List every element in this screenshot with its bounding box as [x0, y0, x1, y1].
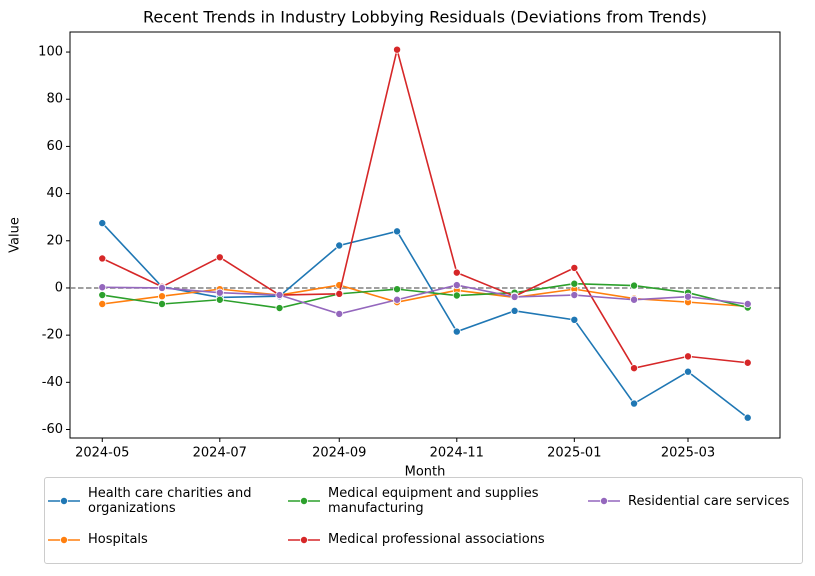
legend-marker [288, 535, 320, 544]
point [215, 295, 224, 304]
point [158, 300, 167, 309]
x-tick-label: 2024-05 [75, 446, 129, 461]
point [452, 268, 461, 277]
point [570, 263, 579, 272]
series-line [101, 49, 748, 370]
point [510, 306, 519, 315]
y-tick-label: 80 [46, 92, 63, 107]
point [743, 300, 752, 309]
point [215, 253, 224, 262]
legend: Health care charities and organizations H… [44, 477, 803, 564]
legend-item: Medical professional associations [288, 532, 588, 547]
point [215, 288, 224, 297]
y-tick-label: 40 [46, 186, 63, 201]
x-tick-label: 2024-07 [193, 446, 247, 461]
point [393, 285, 402, 294]
point [630, 364, 639, 373]
point [335, 309, 344, 318]
legend-item: Residential care services [588, 494, 802, 509]
point [158, 292, 167, 301]
x-tick-label: 2024-09 [312, 446, 366, 461]
chart-title: Recent Trends in Industry Lobbying Resid… [143, 8, 707, 27]
point [630, 295, 639, 304]
y-axis-label: Value [8, 217, 23, 253]
legend-label: Health care charities and organizations [88, 486, 252, 517]
legend-marker [288, 497, 320, 506]
legend-dot [599, 497, 608, 506]
legend-item: Medical equipment and supplies manufactu… [288, 486, 588, 516]
point [158, 283, 167, 292]
y-tick-label: 20 [46, 233, 63, 248]
legend-dot [59, 535, 68, 544]
legend-dot [59, 497, 68, 506]
point [98, 254, 107, 263]
y-tick-label: -60 [42, 422, 63, 437]
x-tick-label: 2025-01 [547, 446, 601, 461]
point [98, 219, 107, 228]
y-tick-label: 60 [46, 139, 63, 154]
legend-marker [48, 535, 80, 544]
point [98, 283, 107, 292]
legend-dot [299, 535, 308, 544]
point [683, 367, 692, 376]
point [630, 281, 639, 290]
point [393, 45, 402, 54]
legend-marker [588, 497, 620, 506]
legend-label: Medical professional associations [328, 532, 545, 548]
y-tick-label: -20 [42, 328, 63, 343]
point [570, 291, 579, 300]
point [683, 292, 692, 301]
point [452, 281, 461, 290]
series-line [102, 284, 748, 315]
x-tick-label: 2025-03 [661, 446, 715, 461]
legend-item: Health care charities and organizations [48, 486, 288, 516]
x-tick-label: 2024-11 [430, 446, 484, 461]
point [570, 279, 579, 288]
point [335, 241, 344, 250]
y-tick-label: 100 [38, 45, 63, 60]
legend-label: Residential care services [628, 493, 790, 509]
point [743, 413, 752, 422]
point [393, 227, 402, 236]
point [98, 291, 107, 300]
point [452, 327, 461, 336]
series-line [101, 222, 749, 419]
point [452, 291, 461, 300]
point [98, 300, 107, 309]
point [275, 291, 284, 300]
chart: Recent Trends in Industry Lobbying Resid… [8, 8, 781, 480]
point [393, 295, 402, 304]
point [743, 358, 752, 367]
legend-label: Hospitals [88, 532, 148, 548]
legend-label: Medical equipment and supplies manufactu… [328, 486, 539, 517]
legend-dot [299, 497, 308, 506]
plot-frame [69, 31, 781, 439]
point [510, 292, 519, 301]
point [275, 304, 284, 313]
legend-item: Hospitals [48, 532, 288, 547]
x-axis-label: Month [405, 465, 446, 477]
point [570, 315, 579, 324]
y-tick-label: 0 [55, 280, 63, 295]
y-tick-label: -40 [42, 375, 63, 390]
legend-marker [48, 497, 80, 506]
point [630, 399, 639, 408]
point [683, 352, 692, 361]
point [335, 289, 344, 298]
